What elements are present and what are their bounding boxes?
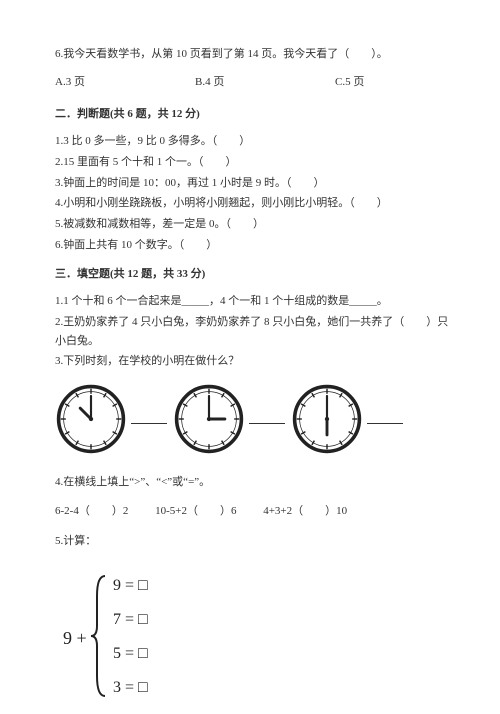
bracket-calc: 9 + 9 = □ 7 = □ 5 = □ 3 = □ — [55, 566, 195, 706]
blank-line — [249, 414, 285, 424]
judge-item: 2.15 里面有 5 个十和 1 个一。（ ） — [55, 153, 450, 172]
fill-item: 3.下列时刻，在学校的小明在做什么？ — [55, 352, 450, 371]
clock-block-1 — [55, 383, 167, 455]
compare-item: 4+3+2（ ）10 — [263, 502, 347, 522]
fill-item-5: 5.计算： — [55, 532, 450, 551]
section2-list: 1.3 比 0 多一些，9 比 0 多得多。（ ） 2.15 里面有 5 个十和… — [55, 132, 450, 254]
q6-text: 6.我今天看数学书，从第 10 页看到了第 14 页。我今天看了（ ）。 — [55, 48, 388, 60]
compare-item: 6-2-4（ ）2 — [55, 502, 128, 522]
fill-item: 2.王奶奶家养了 4 只小白兔，李奶奶家养了 8 只小白兔，她们一共养了（ ）只… — [55, 313, 450, 350]
q6-options: A.3 页 B.4 页 C.5 页 — [55, 73, 450, 93]
section2-title: 二．判断题(共 6 题，共 12 分) — [55, 105, 450, 125]
clock-block-2 — [173, 383, 285, 455]
compare-item: 10-5+2（ ）6 — [155, 502, 236, 522]
calc-row: 5 = □ — [113, 645, 148, 662]
clocks-row — [55, 383, 450, 455]
blank-line — [131, 414, 167, 424]
section3-list: 1.1 个十和 6 个一合起来是_____，4 个一和 1 个十组成的数是___… — [55, 292, 450, 371]
clock-icon — [291, 383, 363, 455]
judge-item: 1.3 比 0 多一些，9 比 0 多得多。（ ） — [55, 132, 450, 151]
judge-item: 4.小明和小刚坐跷跷板，小明将小刚翘起，则小刚比小明轻。（ ） — [55, 194, 450, 213]
q6-option-a: A.3 页 — [55, 73, 195, 93]
judge-item: 5.被减数和减数相等，差一定是 0。（ ） — [55, 215, 450, 234]
judge-item: 6.钟面上共有 10 个数字。（ ） — [55, 236, 450, 255]
clock-icon — [55, 383, 127, 455]
calc-row: 7 = □ — [113, 611, 148, 628]
fill-item-4: 4.在横线上填上“>”、“<”或“=”。 — [55, 473, 450, 492]
judge-item: 3.钟面上的时间是 10：00，再过 1 小时是 9 时。（ ） — [55, 174, 450, 193]
compare-row: 6-2-4（ ）2 10-5+2（ ）6 4+3+2（ ）10 — [55, 502, 450, 522]
calc-block: 9 + 9 = □ 7 = □ 5 = □ 3 = □ — [55, 566, 450, 714]
q6-option-b: B.4 页 — [195, 73, 335, 93]
clock-icon — [173, 383, 245, 455]
question-6: 6.我今天看数学书，从第 10 页看到了第 14 页。我今天看了（ ）。 — [55, 45, 450, 65]
q6-option-c: C.5 页 — [335, 73, 364, 93]
calc-row: 3 = □ — [113, 679, 148, 696]
fill-item: 1.1 个十和 6 个一合起来是_____，4 个一和 1 个十组成的数是___… — [55, 292, 450, 311]
section3-title: 三．填空题(共 12 题，共 33 分) — [55, 265, 450, 285]
blank-line — [367, 414, 403, 424]
calc-left-text: 9 + — [63, 628, 87, 648]
calc-row: 9 = □ — [113, 577, 148, 594]
clock-block-3 — [291, 383, 403, 455]
